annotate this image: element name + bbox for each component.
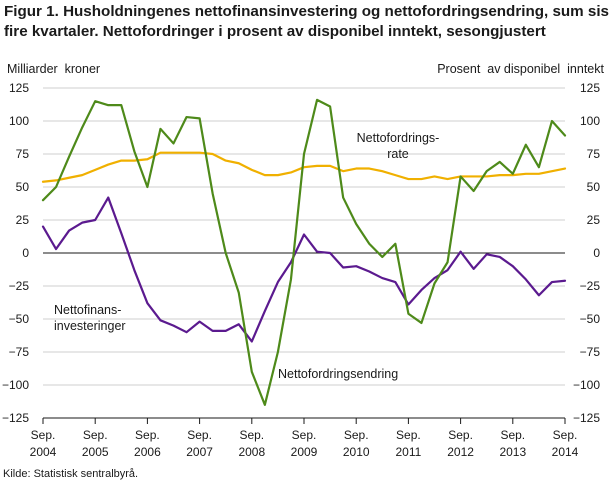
x-tick-label-year: 2005 (82, 445, 109, 459)
y-tick-label-right: 0 (593, 246, 600, 260)
x-tick-label-month: Sep. (292, 428, 317, 442)
series-label-nettofinansinvestering: Nettofinans- (54, 303, 121, 317)
x-tick-label-month: Sep. (448, 428, 473, 442)
series-line-nettofordringsendring (41, 98, 567, 406)
x-tick-label-month: Sep. (83, 428, 108, 442)
y-tick-label-left: −100 (2, 378, 29, 392)
y-tick-label-right: 100 (580, 114, 600, 128)
x-tick-label-month: Sep. (553, 428, 578, 442)
x-tick-label-month: Sep. (187, 428, 212, 442)
x-tick-label-month: Sep. (344, 428, 369, 442)
y-tick-label-left: 25 (16, 213, 30, 227)
series-line-nettofordringsrate (41, 151, 567, 183)
x-tick-label-year: 2006 (134, 445, 161, 459)
y-tick-label-right: −50 (580, 312, 601, 326)
y-tick-label-right: −75 (580, 345, 601, 359)
series-label-nettofordringsendring: Nettofordringsendring (278, 367, 398, 381)
y-tick-label-right: 50 (587, 180, 601, 194)
x-tick-label-month: Sep. (500, 428, 525, 442)
y-tick-label-right: 125 (580, 81, 600, 95)
x-tick-label-month: Sep. (239, 428, 264, 442)
y-axis-label-right: Prosent av disponibel inntekt (437, 62, 604, 76)
chart-title-line-1: Figur 1. Husholdningenes nettofinansinve… (4, 3, 609, 20)
y-tick-label-left: −125 (2, 411, 29, 425)
x-tick-label-year: 2004 (30, 445, 57, 459)
x-tick-label-month: Sep. (396, 428, 421, 442)
x-tick-label-year: 2009 (291, 445, 318, 459)
axes: 125 125 100 100 75 75 50 50 25 25 0 0 −25 −25 −50 −50 −7… (2, 81, 600, 459)
x-tick-label-year: 2010 (343, 445, 370, 459)
series-line-nettofinansinvestering (41, 196, 567, 343)
chart-title-line-2: fire kvartaler. Nettofordringer i prosen… (4, 23, 546, 40)
series-label-nettofordringsrate: Nettofordrings- (357, 131, 440, 145)
series-labels: Nettofinans-investeringer Nettofordringse… (54, 131, 439, 381)
x-tick-label-year: 2014 (552, 445, 579, 459)
x-tick-label-year: 2011 (395, 445, 421, 459)
y-tick-label-right: 75 (587, 147, 601, 161)
y-axis-label-left: Milliarder kroner (7, 62, 100, 76)
x-tick-label-month: Sep. (135, 428, 160, 442)
y-tick-label-left: 125 (9, 81, 29, 95)
x-tick-label-year: 2007 (186, 445, 213, 459)
source-note: Kilde: Statistisk sentralbyrå. (3, 468, 139, 480)
x-tick-label-year: 2013 (499, 445, 526, 459)
y-tick-label-right: −100 (573, 378, 600, 392)
y-tick-label-right: −25 (580, 279, 601, 293)
y-tick-label-left: 50 (16, 180, 30, 194)
y-tick-label-left: −50 (9, 312, 30, 326)
y-tick-label-right: −125 (573, 411, 600, 425)
y-tick-label-left: −75 (9, 345, 30, 359)
y-tick-label-left: 100 (9, 114, 29, 128)
chart-title: Figur 1. Husholdningenes nettofinansinve… (4, 2, 609, 42)
x-tick-label-month: Sep. (31, 428, 56, 442)
x-tick-label-year: 2012 (447, 445, 474, 459)
series-label-nettofordringsrate: rate (387, 147, 409, 161)
y-tick-label-left: 75 (16, 147, 30, 161)
y-tick-label-left: 0 (22, 246, 29, 260)
y-tick-label-left: −25 (9, 279, 30, 293)
y-tick-label-right: 25 (587, 213, 601, 227)
series-lines (41, 98, 567, 406)
x-tick-label-year: 2008 (238, 445, 265, 459)
series-label-nettofinansinvestering: investeringer (54, 319, 126, 333)
